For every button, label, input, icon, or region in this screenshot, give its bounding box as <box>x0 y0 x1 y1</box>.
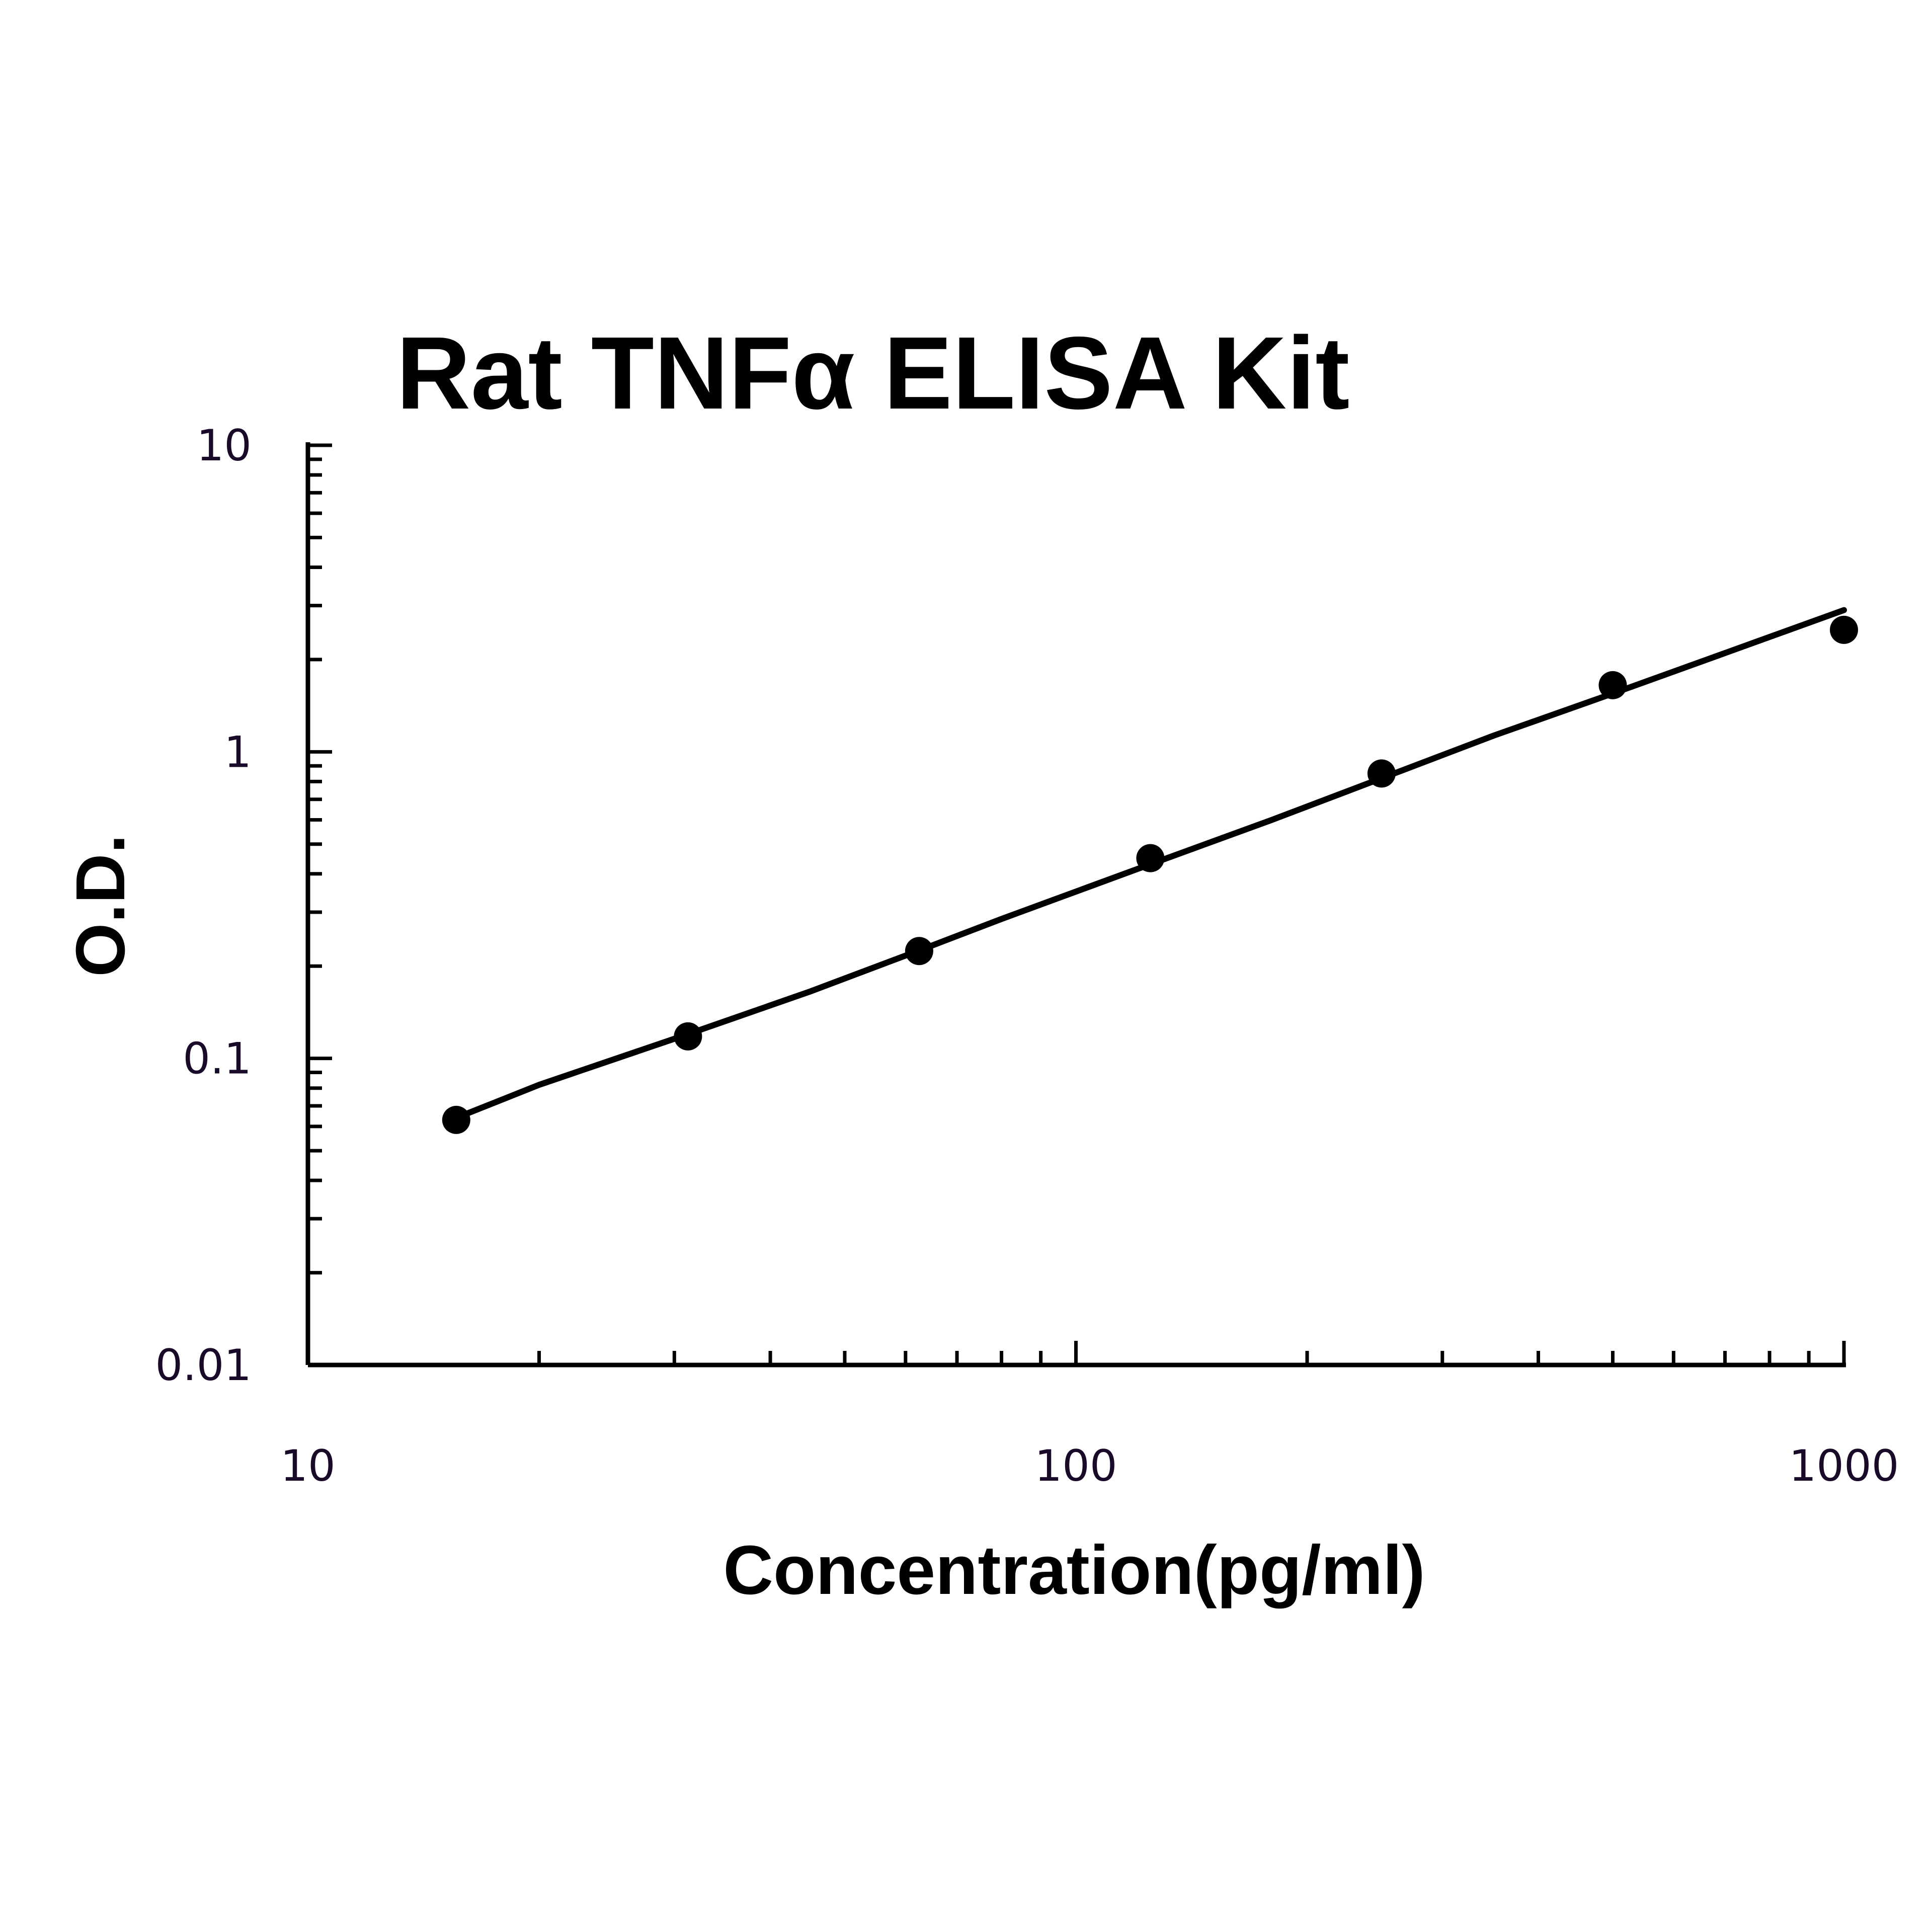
x-tick-label: 10 <box>280 1441 335 1491</box>
fit-curve-line <box>453 607 1847 1121</box>
chart-title: Rat TNFα ELISA Kit <box>396 315 1349 431</box>
y-tick-label: 0.01 <box>155 1340 252 1391</box>
data-point <box>1367 759 1396 788</box>
y-tick-label: 1 <box>224 727 252 777</box>
x-tick-label: 100 <box>1034 1441 1117 1491</box>
data-point <box>905 937 933 965</box>
data-point <box>674 1022 702 1051</box>
axes: 0.01 0.1 1 10 10 100 1000 <box>155 421 1899 1491</box>
y-tick-label: 0.1 <box>183 1034 252 1084</box>
x-axis-label: Concentration(pg/ml) <box>723 1532 1425 1609</box>
y-tick-label: 10 <box>197 421 252 471</box>
data-points <box>442 615 1858 1134</box>
data-point <box>1598 671 1627 699</box>
y-axis-label: O.D. <box>62 834 139 977</box>
fit-curve-layer <box>453 607 1847 1121</box>
data-point <box>442 1105 470 1134</box>
data-point <box>1136 844 1165 872</box>
data-point <box>1830 615 1858 644</box>
x-tick-label: 1000 <box>1789 1441 1899 1491</box>
